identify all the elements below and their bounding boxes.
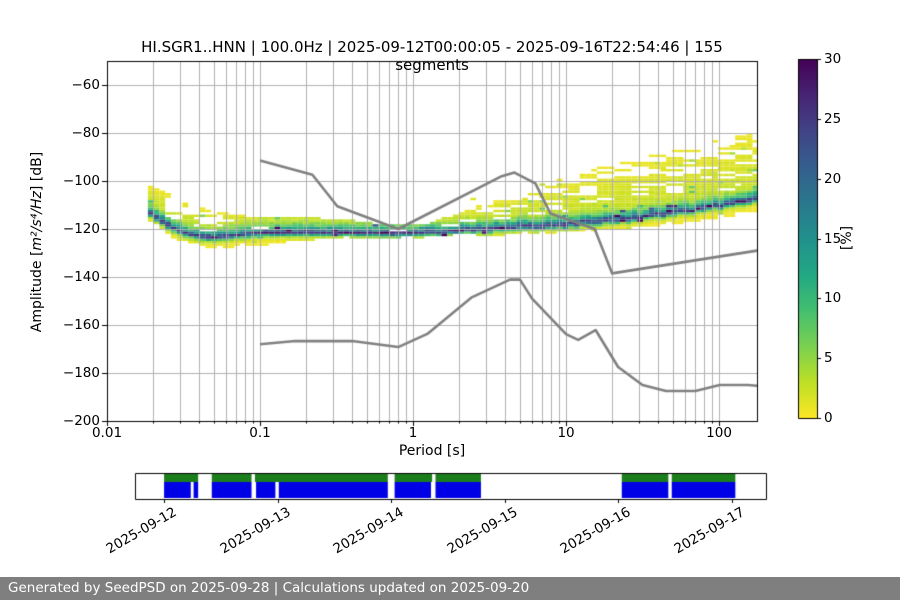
colorbar-tick-label: 5 — [824, 350, 833, 367]
y-tick-label: −120 — [62, 221, 100, 237]
y-tick-label: −200 — [62, 413, 100, 429]
colorbar-tick-label: 30 — [824, 51, 842, 67]
y-axis-label: Amplitude [m²/s⁴/Hz] [dB] — [29, 151, 45, 333]
colorbar-tick-label: 10 — [824, 290, 842, 307]
x-tick-label: 0.1 — [249, 425, 271, 441]
colorbar-tick-label: 25 — [824, 110, 842, 127]
x-axis-label: Period [s] — [398, 443, 466, 459]
y-tick-label: −80 — [71, 125, 101, 141]
footer-bar: Generated by SeedPSD on 2025-09-28 | Cal… — [0, 577, 900, 600]
y-tick-label: −180 — [62, 365, 100, 381]
plot-title: HI.SGR1..HNN | 100.0Hz | 2025-09-12T00:0… — [141, 38, 723, 74]
colorbar-tick-label: 15 — [824, 230, 842, 247]
x-tick-label: 0.01 — [91, 425, 123, 441]
y-tick-label: −100 — [62, 173, 100, 189]
footer-text: Generated by SeedPSD on 2025-09-28 | Cal… — [8, 580, 530, 596]
x-tick-label: 100 — [706, 425, 732, 441]
y-tick-label: −160 — [62, 317, 100, 333]
x-tick-label: 1 — [408, 425, 418, 441]
colorbar-label: [%] — [839, 225, 855, 251]
y-tick-label: −60 — [71, 77, 101, 93]
y-tick-label: −140 — [62, 269, 100, 285]
colorbar-tick-label: 0 — [824, 410, 833, 426]
ppsd-plot-canvas — [0, 0, 900, 577]
x-tick-label: 10 — [557, 425, 575, 441]
colorbar-tick-label: 20 — [824, 170, 842, 187]
